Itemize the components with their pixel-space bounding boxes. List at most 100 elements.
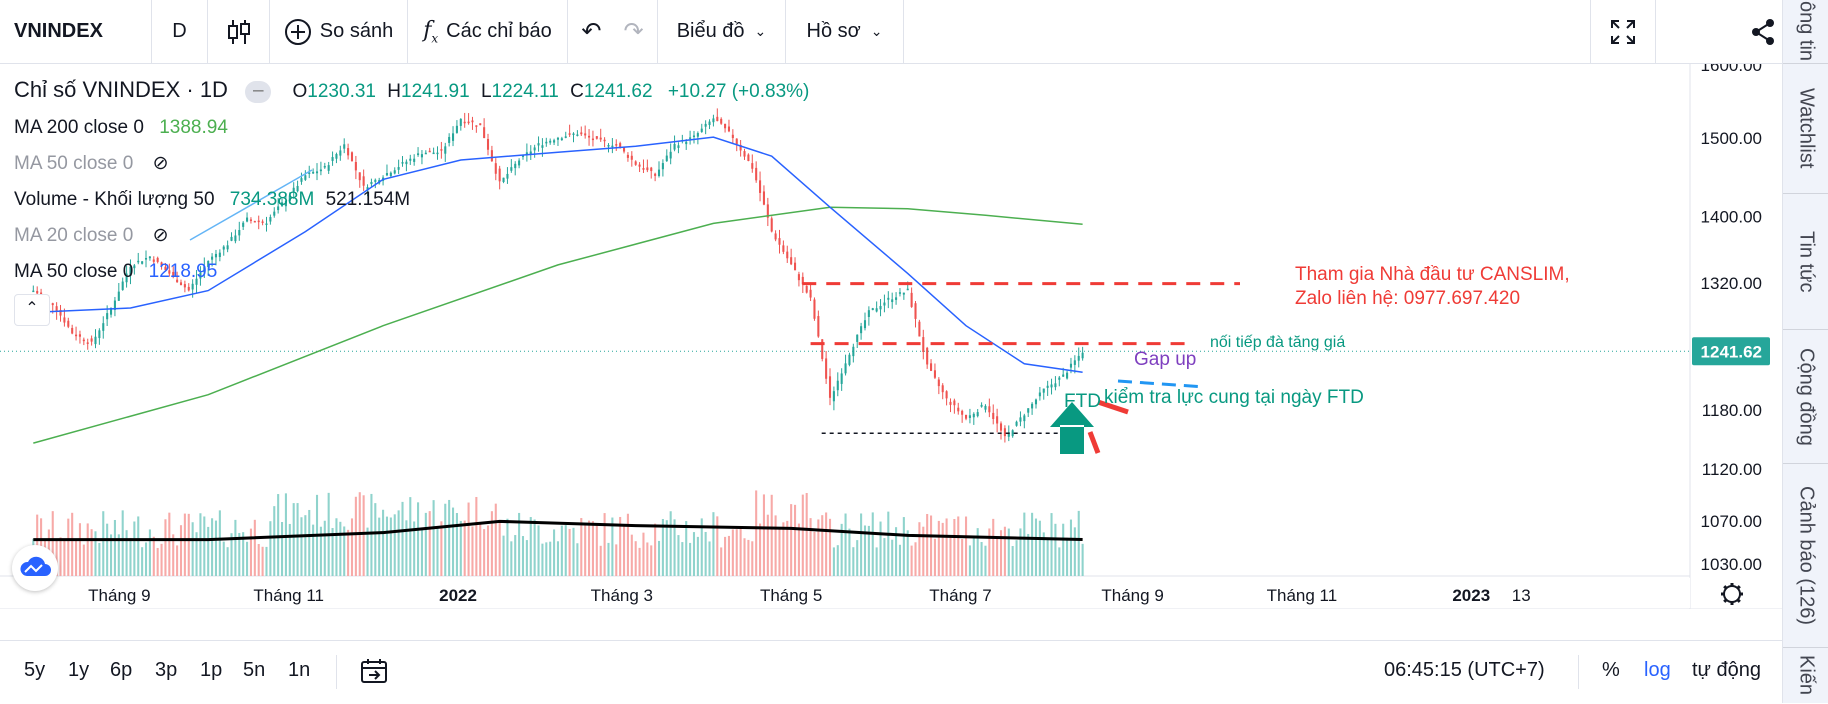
low-value: 1224.11 [491,81,559,102]
candle-body [720,118,723,124]
symbol-search-button[interactable]: VNINDEX [0,0,152,63]
tab-alerts[interactable]: Cảnh báo (126) [1783,464,1828,648]
percent-toggle[interactable]: % [1602,659,1620,681]
goto-date-button[interactable] [358,655,390,687]
volume-bar [133,521,136,576]
collapse-legend-button[interactable]: ⌃ [14,294,50,326]
volume-bar [261,546,264,576]
undo-icon[interactable]: ↶ [581,18,602,45]
eye-off-icon[interactable]: ⊘ [152,225,169,246]
eye-off-icon[interactable]: ⊘ [152,153,169,174]
candle-body [591,138,594,141]
volume-bar [778,527,781,576]
gear-tooth [1736,598,1741,603]
tab-ideas[interactable]: Kiến [1783,648,1828,703]
ma50-hidden-row[interactable]: MA 50 close 0 ⊘ [14,146,809,182]
volume-bar [172,534,175,576]
candle-body [296,185,299,192]
ma50-row[interactable]: MA 50 close 0 1218.95 [14,254,809,290]
candle-body [961,410,964,415]
candle-body [413,158,416,162]
volume-bar [747,539,750,576]
volume-row[interactable]: Volume - Khối lượng 50 734.388M 521.154M [14,182,809,218]
y-tick-label: 1030.00 [1701,555,1762,574]
volume-bar [273,506,276,576]
tab-community-label: Cộng đồng [1795,347,1818,446]
candle-body [743,151,746,157]
volume-bar [63,539,66,576]
high-value: 1241.91 [401,81,470,102]
interval-button[interactable]: D [152,0,208,63]
settings-icon[interactable]: – [245,80,272,103]
tab-news[interactable]: Tin tức [1783,194,1828,330]
x-axis-clip [1672,578,1690,608]
indicators-button[interactable]: fx Các chỉ báo [408,0,568,63]
candle-body [1062,374,1065,377]
volume-bar [1038,520,1041,576]
candle-body [937,379,940,387]
fullscreen-button[interactable] [1590,0,1656,63]
ma200-row[interactable]: MA 200 close 0 1388.94 [14,110,809,146]
range-1p[interactable]: 1p [200,659,223,681]
plus-circle-icon [284,18,311,45]
price-chart[interactable]: 1600.00 1500.00 1400.00 1320.00 1180.00 1120.… [0,64,1782,609]
range-6p[interactable]: 6p [110,659,133,681]
candle-body [576,134,579,136]
range-1y[interactable]: 1y [68,659,90,681]
candle-body [793,262,797,271]
volume-bar [902,517,905,576]
volume-bar [786,520,789,576]
candle-body [432,152,435,155]
range-1n[interactable]: 1n [288,659,311,681]
tradingview-logo[interactable] [12,545,58,591]
bottom-toolbar: 5y 1y 6p 3p 1p 5n 1n 06:45:15 (UTC+7) % … [0,640,1782,704]
candle-body [1019,417,1022,422]
auto-scale-toggle[interactable]: tự động [1692,659,1761,681]
ma50-line [33,136,1083,373]
volume-bar [588,520,591,576]
candle-body [350,152,354,162]
compare-button[interactable]: So sánh [270,0,408,63]
volume-bar [1003,526,1006,576]
candle-body [910,292,913,307]
volume-bar [708,541,711,576]
volume-bar [432,500,435,576]
range-3p[interactable]: 3p [155,659,178,681]
range-5n[interactable]: 5n [243,659,266,681]
redo-icon[interactable]: ↷ [623,18,644,45]
profile-menu[interactable]: Hồ sơ ⌄ [786,0,904,63]
chart-type-menu[interactable]: Biểu đồ ⌄ [658,0,786,63]
gap-up-marker [1097,399,1129,415]
candle-body [494,163,497,174]
candle-body [762,191,765,205]
candle-body [953,400,956,406]
candle-body [984,405,987,410]
tab-info[interactable]: ông tin [1783,0,1828,64]
volume-bar [490,511,493,576]
candle-body [852,346,855,357]
candle-body [436,152,439,155]
volume-bar [393,514,396,576]
ma20-hidden-row[interactable]: MA 20 close 0 ⊘ [14,218,809,254]
tab-watchlist[interactable]: Watchlist [1783,64,1828,194]
candle-body [588,135,591,138]
candle-body [300,178,303,182]
log-toggle[interactable]: log [1644,659,1671,681]
candle-body [521,154,525,157]
candle-body [879,305,882,310]
tab-community[interactable]: Cộng đồng [1783,330,1828,464]
candle-body [409,158,412,161]
volume-bar [782,522,785,576]
candle-body [556,137,560,140]
volume-bar [1034,518,1038,576]
volume-bar [933,538,936,576]
candle-style-button[interactable] [208,0,270,63]
volume-bar [475,496,478,576]
volume-label: Volume - Khối lượng 50 [14,189,215,210]
candle-body [902,292,905,295]
volume-bar [308,509,311,576]
share-button[interactable] [1656,0,1782,63]
range-5y[interactable]: 5y [24,659,46,681]
clock-time[interactable]: 06:45:15 (UTC+7) [1384,659,1545,681]
chart-pane[interactable]: 1600.00 1500.00 1400.00 1320.00 1180.00 1120.… [0,64,1782,609]
